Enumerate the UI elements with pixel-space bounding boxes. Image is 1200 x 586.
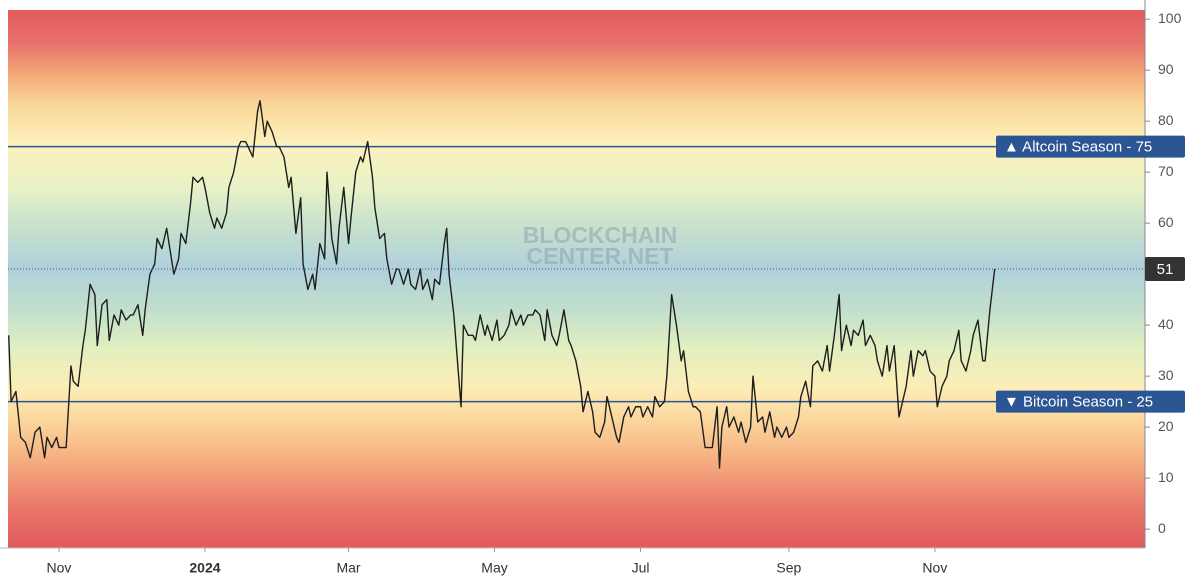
x-tick-label: Sep — [776, 560, 801, 576]
threshold-label: ▲ Altcoin Season - 75 — [1004, 139, 1152, 156]
watermark: BLOCKCHAIN — [523, 222, 678, 248]
y-tick-label: 60 — [1158, 214, 1174, 230]
x-tick-label: Mar — [336, 560, 360, 576]
threshold-label: ▼ Bitcoin Season - 25 — [1004, 394, 1153, 411]
y-tick-label: 30 — [1158, 367, 1174, 383]
x-tick-label: Nov — [47, 560, 72, 576]
x-tick-label: 2024 — [189, 560, 220, 576]
threshold-badge — [996, 390, 1185, 413]
y-tick-label: 0 — [1158, 520, 1166, 536]
x-tick-label: Jul — [632, 560, 650, 576]
y-tick-label: 70 — [1158, 163, 1174, 179]
y-tick-label: 10 — [1158, 469, 1174, 485]
x-tick-label: May — [481, 560, 507, 576]
current-value-label: 51 — [1157, 261, 1174, 278]
y-tick-label: 20 — [1158, 418, 1174, 434]
x-tick-label: Nov — [922, 560, 947, 576]
series-line — [8, 100, 996, 469]
plot-background — [8, 10, 1145, 548]
y-tick-label: 40 — [1158, 316, 1174, 332]
y-tick-label: 100 — [1158, 10, 1182, 26]
y-tick-label: 90 — [1158, 61, 1174, 77]
threshold-badge — [996, 135, 1185, 158]
current-value-badge — [1145, 257, 1185, 282]
watermark: CENTER.NET — [527, 243, 674, 269]
y-tick-label: 80 — [1158, 112, 1174, 128]
